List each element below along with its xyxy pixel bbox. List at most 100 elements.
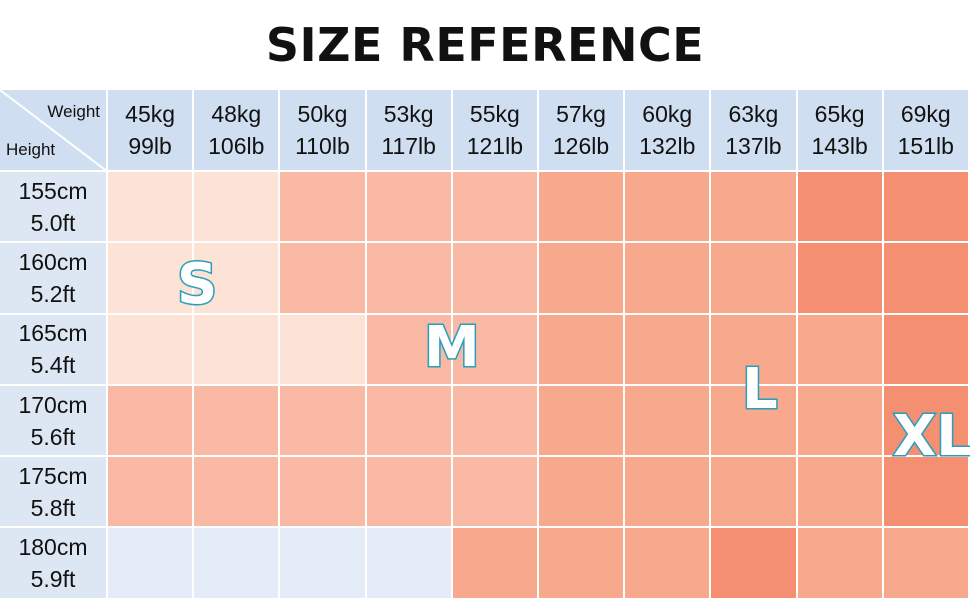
- size-cell: [797, 314, 884, 386]
- weight-header: 69kg 151lb: [883, 90, 970, 172]
- height-header: 160cm 5.2ft: [0, 243, 108, 315]
- size-cell: [711, 528, 798, 600]
- size-cell: [797, 385, 884, 458]
- height-axis-label: Height: [6, 140, 56, 159]
- weight-kg: 69kg: [900, 101, 951, 127]
- weight-lb: 106lb: [208, 133, 265, 159]
- size-cell: [280, 172, 367, 244]
- size-cell: [366, 528, 453, 600]
- size-cell: [538, 528, 626, 600]
- weight-kg: 60kg: [642, 101, 693, 127]
- weight-header: 65kg 143lb: [797, 90, 884, 172]
- size-cell: [883, 457, 970, 529]
- size-cell: [538, 314, 626, 386]
- weight-header: 45kg 99lb: [108, 90, 195, 172]
- size-cell: [280, 385, 367, 458]
- size-label-m: M: [423, 314, 482, 382]
- size-cell: [280, 243, 367, 315]
- size-cell: [625, 528, 712, 600]
- weight-lb: 110lb: [295, 133, 350, 159]
- size-cell: [108, 243, 195, 315]
- height-cm: 175cm: [18, 462, 88, 489]
- size-cell: [194, 528, 281, 600]
- height-header: 155cm 5.0ft: [0, 172, 108, 244]
- weight-header: 60kg 132lb: [625, 90, 712, 172]
- size-cell: [625, 314, 712, 386]
- size-cell: [452, 314, 539, 386]
- diagonal-divider: [0, 90, 106, 170]
- weight-kg: 55kg: [469, 101, 520, 127]
- size-cell: [883, 385, 970, 458]
- height-cm: 165cm: [18, 320, 88, 347]
- size-cell: [538, 457, 626, 529]
- size-cell: [883, 528, 970, 600]
- weight-header: 55kg 121lb: [452, 90, 539, 172]
- weight-axis-label: Weight: [47, 102, 100, 121]
- size-cell: [108, 457, 195, 529]
- size-cell: [797, 528, 884, 600]
- size-cell: [366, 457, 453, 529]
- size-cell: [452, 457, 539, 529]
- weight-lb: 99lb: [128, 133, 172, 159]
- height-cm: 180cm: [18, 534, 88, 561]
- height-ft: 5.2ft: [30, 280, 76, 307]
- size-cell: [452, 528, 539, 600]
- size-cell: [452, 385, 539, 458]
- size-cell: [883, 314, 970, 386]
- size-cell: [366, 172, 453, 244]
- weight-lb: 151lb: [897, 133, 954, 159]
- size-cell: [711, 457, 798, 529]
- height-cm: 160cm: [18, 248, 88, 275]
- height-header: 170cm 5.6ft: [0, 385, 108, 458]
- weight-header: 63kg 137lb: [711, 90, 798, 172]
- corner-header: Weight Height: [0, 90, 108, 172]
- weight-kg: 63kg: [728, 101, 779, 127]
- size-cell: [625, 457, 712, 529]
- size-cell: [797, 172, 884, 244]
- weight-header: 50kg 110lb: [280, 90, 367, 172]
- size-cell: [108, 528, 195, 600]
- size-cell: [538, 243, 626, 315]
- size-cell: [538, 385, 626, 458]
- size-cell: [194, 314, 281, 386]
- size-cell: [366, 385, 453, 458]
- weight-header: 48kg 106lb: [194, 90, 281, 172]
- size-label-s: S: [175, 251, 218, 319]
- size-cell: [280, 457, 367, 529]
- size-cell: [194, 385, 281, 458]
- size-cell: [711, 243, 798, 315]
- size-cell: [797, 457, 884, 529]
- size-cell: [625, 172, 712, 244]
- weight-kg: 65kg: [814, 101, 865, 127]
- size-cell: [452, 243, 539, 315]
- size-cell: [280, 528, 367, 600]
- height-ft: 5.8ft: [30, 494, 76, 521]
- height-header: 180cm 5.9ft: [0, 528, 108, 600]
- size-cell: [711, 314, 798, 386]
- size-cell: [538, 172, 626, 244]
- weight-lb: 126lb: [552, 133, 610, 159]
- size-cell: [194, 172, 281, 244]
- size-cell: [108, 314, 195, 386]
- weight-kg: 50kg: [297, 101, 348, 127]
- page-title: SIZE REFERENCE: [265, 18, 705, 72]
- height-cm: 170cm: [18, 391, 88, 418]
- weight-kg: 48kg: [211, 101, 262, 127]
- size-cell: [452, 172, 539, 244]
- size-cell: [625, 385, 712, 458]
- size-chart-table: Weight Height 45kg 99lb 48kg 106lb 50kg 110lb…: [0, 90, 970, 600]
- size-cell: [108, 385, 195, 458]
- weight-kg: 45kg: [125, 101, 176, 127]
- size-cell: [883, 172, 970, 244]
- size-cell: [711, 385, 798, 458]
- weight-lb: 143lb: [811, 133, 868, 159]
- size-cell: [194, 457, 281, 529]
- weight-kg: 53kg: [383, 101, 434, 127]
- size-cell: [797, 243, 884, 315]
- size-cell: [280, 314, 367, 386]
- size-cell: [366, 314, 453, 386]
- weight-lb: 121lb: [466, 133, 523, 159]
- height-cm: 155cm: [18, 177, 88, 204]
- weight-kg: 57kg: [556, 101, 606, 127]
- height-header: 165cm 5.4ft: [0, 314, 108, 386]
